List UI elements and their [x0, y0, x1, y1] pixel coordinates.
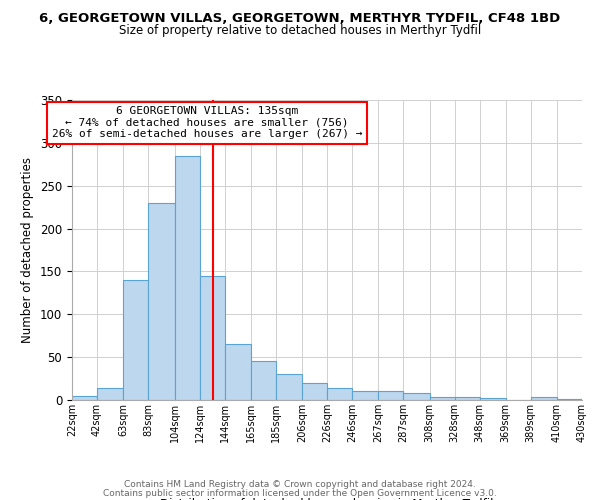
Text: 6 GEORGETOWN VILLAS: 135sqm
← 74% of detached houses are smaller (756)
26% of se: 6 GEORGETOWN VILLAS: 135sqm ← 74% of det…: [52, 106, 362, 139]
Text: Contains HM Land Registry data © Crown copyright and database right 2024.: Contains HM Land Registry data © Crown c…: [124, 480, 476, 489]
Bar: [97, 388, 123, 400]
Bar: [479, 398, 506, 400]
Bar: [72, 396, 97, 400]
Bar: [531, 398, 557, 400]
Bar: [557, 399, 582, 400]
Text: 6, GEORGETOWN VILLAS, GEORGETOWN, MERTHYR TYDFIL, CF48 1BD: 6, GEORGETOWN VILLAS, GEORGETOWN, MERTHY…: [40, 12, 560, 26]
Bar: [352, 392, 378, 400]
Bar: [403, 393, 430, 400]
Bar: [224, 344, 251, 400]
Bar: [302, 383, 327, 400]
Bar: [455, 398, 479, 400]
Bar: [175, 156, 199, 400]
Bar: [276, 374, 302, 400]
Bar: [199, 276, 224, 400]
Bar: [251, 360, 276, 400]
Bar: [123, 280, 148, 400]
Text: Contains public sector information licensed under the Open Government Licence v3: Contains public sector information licen…: [103, 489, 497, 498]
Bar: [148, 203, 175, 400]
Bar: [378, 392, 403, 400]
Text: Size of property relative to detached houses in Merthyr Tydfil: Size of property relative to detached ho…: [119, 24, 481, 37]
Y-axis label: Number of detached properties: Number of detached properties: [22, 157, 34, 343]
Bar: [327, 388, 352, 400]
Bar: [430, 398, 455, 400]
X-axis label: Distribution of detached houses by size in Merthyr Tydfil: Distribution of detached houses by size …: [160, 498, 494, 500]
